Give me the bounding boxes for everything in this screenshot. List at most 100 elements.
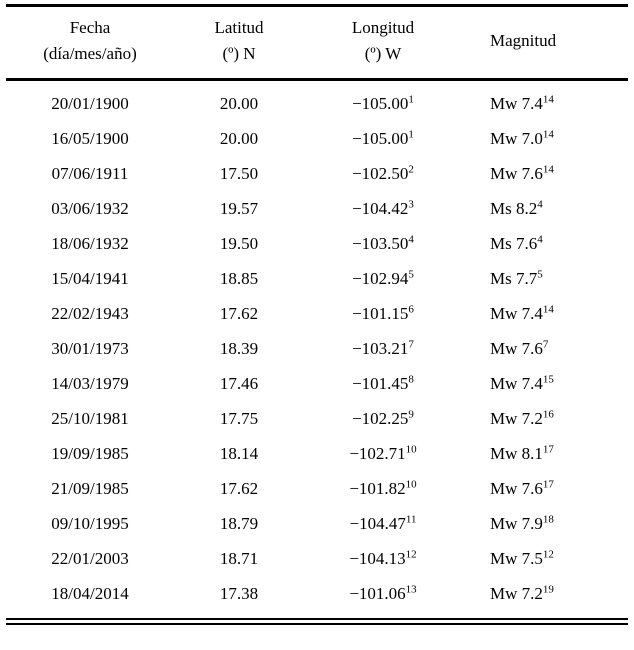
table-body: 20/01/1900 20.00 −105.001 Mw 7.414 16/05… [6, 79, 628, 621]
fecha-cell: 15/04/1941 [51, 269, 129, 289]
latitud-cell: 17.75 [219, 409, 259, 429]
longitud-value: −101.15 [352, 304, 409, 324]
longitud-cell: −101.8210 [304, 472, 462, 507]
longitud-cell: −101.156 [304, 297, 462, 332]
header-magnitud: Magnitud [462, 5, 628, 81]
latitud-cell: 17.50 [219, 164, 259, 184]
table-header: Fecha (día/mes/año) Latitud (º) N Longit… [6, 5, 628, 81]
longitud-value: −104.13 [349, 549, 406, 569]
fecha-cell: 21/09/1985 [51, 479, 129, 499]
fecha-cell: 16/05/1900 [51, 129, 129, 149]
magnitud-ref: 14 [542, 93, 554, 106]
magnitud-value: Mw 7.6 [490, 164, 543, 184]
longitud-value: −103.50 [352, 234, 409, 254]
fecha-cell: 09/10/1995 [51, 514, 129, 534]
longitud-cell: −101.0613 [304, 577, 462, 622]
longitud-cell: −103.217 [304, 332, 462, 367]
magnitud-cell: Mw 7.512 [462, 542, 628, 577]
magnitud-ref: 14 [542, 128, 554, 141]
fecha-cell: 07/06/1911 [51, 164, 129, 184]
latitud-cell: 17.62 [219, 304, 259, 324]
magnitud-value: Mw 7.2 [490, 584, 543, 604]
latitud-cell: 18.79 [219, 514, 259, 534]
magnitud-ref: 14 [542, 303, 554, 316]
header-fecha: Fecha (día/mes/año) [6, 5, 174, 81]
magnitud-ref: 7 [542, 338, 549, 351]
fecha-cell: 18/04/2014 [51, 584, 129, 604]
magnitud-cell: Mw 7.216 [462, 402, 628, 437]
longitud-ref: 4 [408, 233, 414, 246]
table-row: 21/09/1985 17.62 −101.8210 Mw 7.617 [6, 472, 628, 507]
fecha-cell: 20/01/1900 [51, 94, 129, 114]
fecha-cell: 22/02/1943 [51, 304, 129, 324]
magnitud-value: Mw 7.9 [490, 514, 543, 534]
longitud-ref: 11 [405, 513, 417, 526]
longitud-ref: 9 [408, 408, 414, 421]
magnitud-cell: Mw 7.918 [462, 507, 628, 542]
latitud-cell: 18.14 [219, 444, 259, 464]
longitud-ref: 1 [408, 93, 414, 106]
latitud-cell: 17.46 [219, 374, 259, 394]
latitud-cell: 18.39 [219, 339, 259, 359]
longitud-ref: 13 [405, 583, 417, 596]
magnitud-ref: 4 [537, 198, 543, 211]
table-row: 18/06/1932 19.50 −103.504 Ms 7.64 [6, 227, 628, 262]
fecha-cell: 22/01/2003 [51, 549, 129, 569]
longitud-value: −101.45 [352, 374, 409, 394]
longitud-value: −102.71 [349, 444, 406, 464]
header-latitud: Latitud (º) N [174, 5, 304, 81]
fecha-cell: 30/01/1973 [51, 339, 129, 359]
latitud-cell: 20.00 [219, 94, 259, 114]
table-row: 20/01/1900 20.00 −105.001 Mw 7.414 [6, 79, 628, 122]
earthquake-table: Fecha (día/mes/año) Latitud (º) N Longit… [6, 4, 628, 625]
longitud-cell: −104.423 [304, 192, 462, 227]
longitud-value: −104.42 [352, 199, 409, 219]
magnitud-cell: Mw 7.014 [462, 122, 628, 157]
table-row: 16/05/1900 20.00 −105.001 Mw 7.014 [6, 122, 628, 157]
magnitud-cell: Mw 7.415 [462, 367, 628, 402]
longitud-cell: −104.4711 [304, 507, 462, 542]
magnitud-cell: Mw 8.117 [462, 437, 628, 472]
magnitud-cell: Mw 7.614 [462, 157, 628, 192]
longitud-value: −101.82 [349, 479, 406, 499]
header-longitud-line1: Longitud [351, 18, 415, 37]
table-row: 30/01/1973 18.39 −103.217 Mw 7.67 [6, 332, 628, 367]
magnitud-value: Mw 7.2 [490, 409, 543, 429]
magnitud-ref: 5 [537, 268, 543, 281]
header-fecha-line1: Fecha [69, 18, 111, 37]
header-longitud-line2: (º) W [364, 44, 402, 64]
table-row: 22/01/2003 18.71 −104.1312 Mw 7.512 [6, 542, 628, 577]
table-row: 07/06/1911 17.50 −102.502 Mw 7.614 [6, 157, 628, 192]
latitud-cell: 18.71 [219, 549, 259, 569]
latitud-cell: 17.62 [219, 479, 259, 499]
fecha-cell: 03/06/1932 [51, 199, 129, 219]
magnitud-ref: 12 [542, 548, 554, 561]
magnitud-ref: 15 [542, 373, 554, 386]
table-row: 18/04/2014 17.38 −101.0613 Mw 7.219 [6, 577, 628, 622]
longitud-value: −105.00 [352, 94, 409, 114]
longitud-ref: 8 [408, 373, 414, 386]
header-latitud-line1: Latitud [214, 18, 264, 37]
magnitud-value: Mw 7.4 [490, 94, 543, 114]
magnitud-ref: 4 [537, 233, 543, 246]
table-row: 15/04/1941 18.85 −102.945 Ms 7.75 [6, 262, 628, 297]
fecha-cell: 18/06/1932 [51, 234, 129, 254]
longitud-cell: −102.945 [304, 262, 462, 297]
longitud-value: −101.06 [349, 584, 406, 604]
magnitud-value: Mw 7.4 [490, 304, 543, 324]
longitud-value: −102.94 [352, 269, 409, 289]
longitud-ref: 12 [405, 548, 417, 561]
longitud-value: −102.50 [352, 164, 409, 184]
fecha-cell: 14/03/1979 [51, 374, 129, 394]
fecha-cell: 19/09/1985 [51, 444, 129, 464]
magnitud-cell: Mw 7.617 [462, 472, 628, 507]
magnitud-ref: 19 [542, 583, 554, 596]
longitud-cell: −102.7110 [304, 437, 462, 472]
longitud-ref: 3 [408, 198, 414, 211]
longitud-cell: −102.259 [304, 402, 462, 437]
longitud-ref: 10 [405, 478, 417, 491]
longitud-cell: −105.001 [304, 79, 462, 122]
longitud-cell: −104.1312 [304, 542, 462, 577]
magnitud-value: Ms 7.7 [490, 269, 538, 289]
magnitud-cell: Mw 7.414 [462, 79, 628, 122]
